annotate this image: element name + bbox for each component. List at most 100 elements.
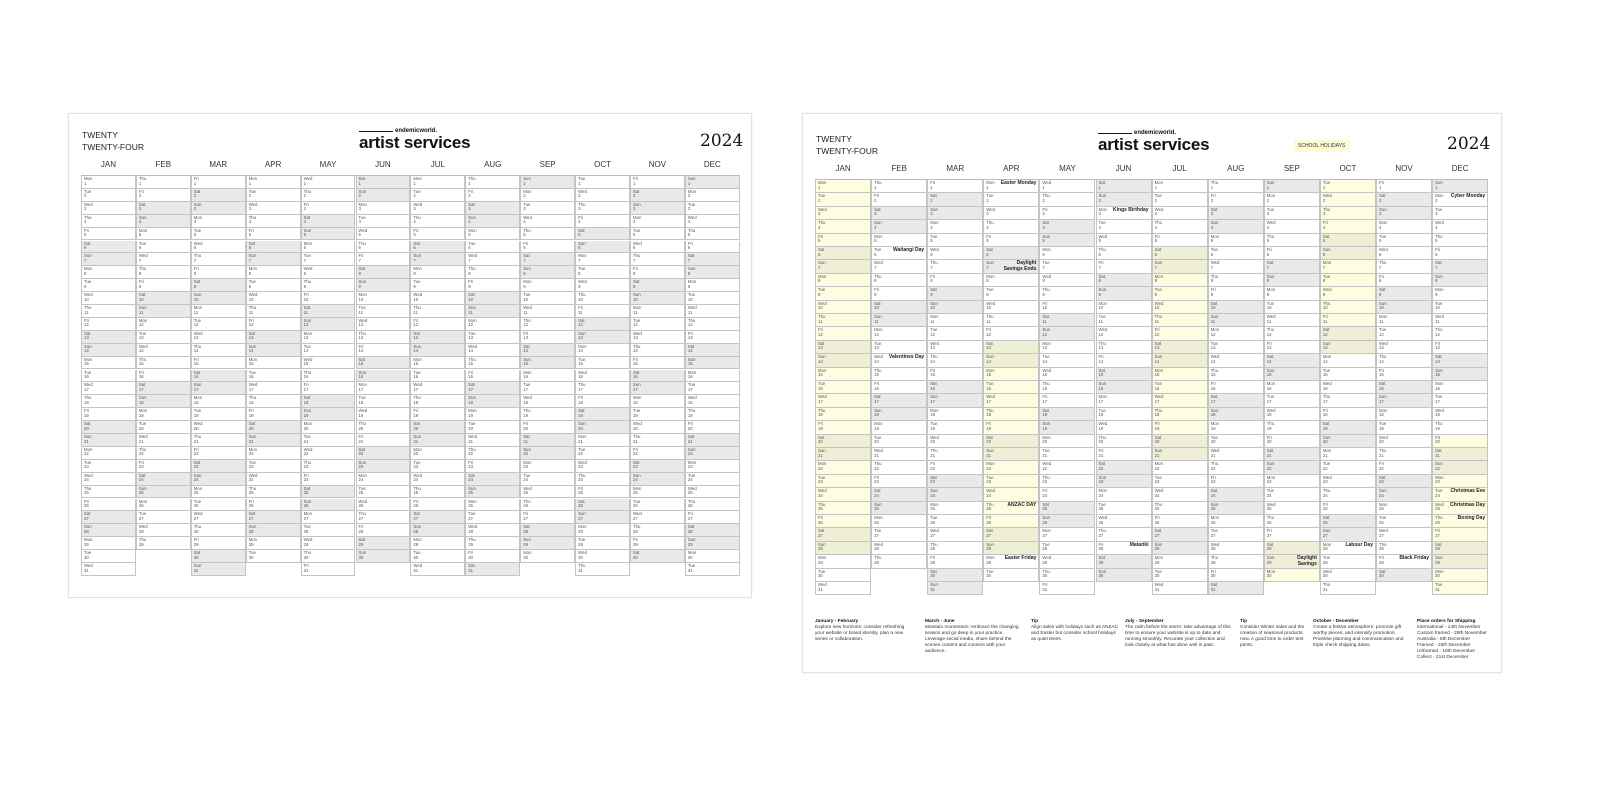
day-cell[interactable]: Sat 24 (1207, 488, 1264, 502)
day-cell[interactable]: Thu 18 (410, 395, 466, 409)
day-cell[interactable]: Sat 27 (245, 511, 301, 525)
day-cell[interactable]: Sat 14 (1432, 354, 1489, 368)
day-cell[interactable]: Sun 12 (300, 317, 356, 331)
day-cell[interactable]: Sat 23 (630, 459, 685, 473)
day-cell[interactable]: Thu 14 (190, 343, 246, 357)
day-cell[interactable]: Sun 7 (815, 260, 872, 274)
day-cell[interactable]: Sun 26 (300, 498, 356, 512)
day-cell[interactable]: Thu 8 (1207, 273, 1264, 288)
day-cell[interactable]: Wed 7 (1207, 260, 1264, 274)
day-cell[interactable]: Thu 4 (410, 214, 466, 228)
day-cell[interactable]: Tue 8 (1319, 273, 1376, 288)
day-cell[interactable]: Fri 27 (1432, 528, 1489, 542)
day-cell[interactable]: Sun 28 (410, 524, 466, 538)
day-cell[interactable]: Thu 21 (927, 448, 984, 462)
day-cell[interactable]: Wed 25 (520, 485, 576, 499)
day-cell[interactable]: Mon 10 (355, 292, 411, 305)
day-cell[interactable]: Mon 19 (465, 408, 521, 422)
day-cell[interactable]: Thu 20 (1095, 434, 1152, 448)
day-cell[interactable]: Sun 3 (927, 206, 984, 221)
day-cell[interactable]: Mon 16 (520, 369, 576, 383)
day-cell[interactable]: Wed 16 (1319, 381, 1376, 395)
day-cell[interactable]: Wed 9 (575, 279, 630, 293)
day-cell[interactable]: Thu 29 (135, 537, 191, 551)
day-cell[interactable]: Sat 16 (927, 381, 984, 395)
day-cell[interactable]: Mon 15 (410, 356, 466, 370)
day-cell[interactable]: Fri 29 (630, 537, 685, 551)
day-cell[interactable]: Fri 5 (983, 233, 1040, 247)
day-cell[interactable]: Wed 3 (983, 206, 1040, 221)
day-cell[interactable]: Mon 1 (1151, 180, 1208, 194)
day-cell[interactable]: Sun 24 (927, 488, 984, 502)
day-cell[interactable]: Tue 29 (1319, 555, 1376, 569)
day-cell[interactable]: Wed 20 (1376, 434, 1433, 448)
day-cell[interactable]: Tue 26 (630, 498, 685, 512)
day-cell[interactable]: Tue 13 (871, 340, 928, 355)
day-cell[interactable]: Mon 25 (1376, 501, 1433, 515)
day-cell[interactable]: Fri 11 (575, 305, 630, 318)
day-cell[interactable]: Wed 29 (1039, 555, 1096, 569)
day-cell[interactable]: Tue 30 (410, 550, 466, 563)
day-cell[interactable]: Thu 16 (300, 369, 356, 383)
day-cell[interactable]: Wed 21 (871, 448, 928, 462)
day-cell[interactable]: Fri 15 (1376, 367, 1433, 381)
day-cell[interactable]: Sun 13 (575, 330, 630, 344)
day-cell[interactable]: Sat 20 (983, 434, 1040, 448)
day-cell[interactable]: Mon 8 (81, 266, 136, 280)
day-cell[interactable]: Wed 20 (630, 421, 685, 434)
day-cell[interactable]: Sat 5 (575, 227, 630, 241)
day-cell[interactable]: Mon 19 (135, 408, 191, 422)
day-cell[interactable]: Tue 9 (410, 279, 466, 293)
day-cell[interactable]: Sat 26 (575, 498, 630, 512)
day-cell[interactable]: Tue 1 (575, 176, 630, 189)
day-cell[interactable]: Wed 18 (684, 395, 740, 409)
day-cell[interactable]: Thu 1 (465, 176, 521, 189)
day-cell[interactable]: Mon 29 (81, 537, 136, 551)
day-cell[interactable]: Sun 16 (355, 369, 411, 383)
day-cell[interactable]: Mon 16 (1263, 381, 1320, 395)
day-cell[interactable]: Sat 31 (1207, 582, 1264, 596)
day-cell[interactable]: Sat 11 (1039, 314, 1096, 328)
day-cell[interactable]: Fri 22 (927, 461, 984, 475)
day-cell[interactable]: Tue 30 (81, 550, 136, 563)
day-cell[interactable]: Sun 18 (1207, 407, 1264, 422)
day-cell[interactable]: Mon 26 (1207, 515, 1264, 529)
day-cell[interactable]: Sun 10 (1376, 300, 1433, 314)
day-cell[interactable]: Mon 27 (300, 511, 356, 525)
day-cell[interactable]: Sat 10 (465, 292, 521, 305)
day-cell[interactable]: Sun 29 (520, 537, 576, 551)
day-cell[interactable]: Thu 5 (520, 227, 576, 241)
day-cell[interactable]: Mon 2 Cyber Monday (1432, 193, 1489, 207)
day-cell[interactable]: Sat 2 (927, 193, 984, 207)
day-cell[interactable]: Thu 28 (190, 524, 246, 538)
day-cell[interactable]: Fri 24 (300, 472, 356, 486)
day-cell[interactable]: Tue 5 (927, 233, 984, 247)
day-cell[interactable]: Sun 14 (245, 343, 301, 357)
day-cell[interactable]: Wed 14 (135, 343, 191, 357)
day-cell[interactable]: Tue 19 (1376, 421, 1433, 435)
day-cell[interactable]: Sun 18 (871, 407, 928, 422)
day-cell[interactable]: Sun 22 (1263, 461, 1320, 475)
day-cell[interactable]: Tue 9 (983, 287, 1040, 301)
day-cell[interactable]: Tue 7 (300, 253, 356, 267)
day-cell[interactable]: Mon 30 (1263, 568, 1320, 582)
day-cell[interactable]: Sat 9 (1376, 287, 1433, 301)
day-cell[interactable]: Mon 18 (630, 395, 685, 409)
day-cell[interactable]: Fri 8 (1376, 273, 1433, 288)
day-cell[interactable]: Tue 3 (1432, 206, 1489, 221)
day-cell[interactable]: Thu 4 (815, 220, 872, 234)
day-cell[interactable]: Tue 28 (300, 524, 356, 538)
day-cell[interactable]: Wed 14 (1207, 354, 1264, 368)
day-cell[interactable]: Tue 24 (1263, 488, 1320, 502)
day-cell[interactable]: Mon 9 (520, 279, 576, 293)
day-cell[interactable]: Thu 15 (135, 356, 191, 370)
day-cell[interactable]: Tue 18 (1095, 407, 1152, 422)
day-cell[interactable]: Sun 20 (575, 421, 630, 434)
day-cell[interactable]: Tue 16 (983, 381, 1040, 395)
day-cell[interactable]: Fri 31 (1039, 582, 1096, 596)
day-cell[interactable]: Sat 23 (927, 474, 984, 489)
day-cell[interactable]: Sat 29 (355, 537, 411, 551)
day-cell[interactable]: Wed 27 (190, 511, 246, 525)
day-cell[interactable]: Sun 8 (1432, 273, 1489, 288)
day-cell[interactable]: Wed 14 Valentines Day (871, 354, 928, 368)
